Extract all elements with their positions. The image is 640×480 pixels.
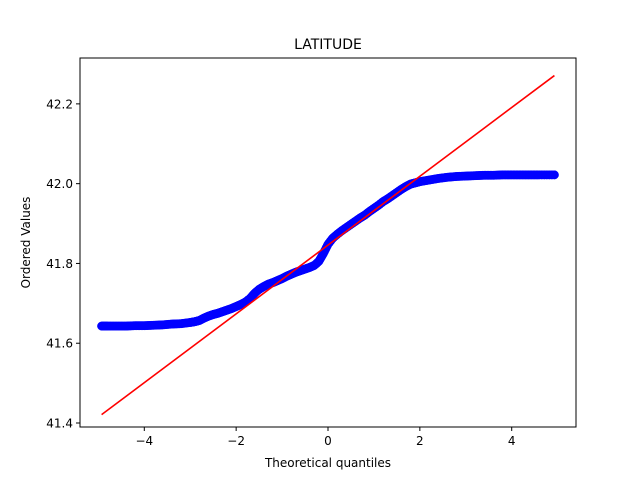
y-tick-label: 41.8: [46, 257, 73, 271]
y-axis-ticks: 41.4 41.6 41.8 42.0 42.2: [46, 97, 80, 431]
x-tick-label: 0: [324, 434, 332, 448]
plot-layer: [97, 74, 559, 416]
y-tick-label: 41.4: [46, 417, 73, 431]
x-tick-label: −2: [227, 434, 245, 448]
y-axis-label: Ordered Values: [19, 197, 33, 289]
x-tick-label: 2: [416, 434, 424, 448]
x-axis-label: Theoretical quantiles: [264, 456, 391, 470]
y-tick-label: 42.0: [46, 177, 73, 191]
reference-line: [101, 74, 555, 416]
x-axis-ticks: −4 −2 0 2 4: [135, 427, 516, 448]
x-tick-label: −4: [135, 434, 153, 448]
y-tick-label: 42.2: [46, 97, 73, 111]
data-point: [549, 170, 559, 180]
ordered-values-markers: [97, 170, 559, 331]
y-tick-label: 41.6: [46, 337, 73, 351]
x-tick-label: 4: [508, 434, 516, 448]
chart-title: LATITUDE: [294, 37, 362, 53]
